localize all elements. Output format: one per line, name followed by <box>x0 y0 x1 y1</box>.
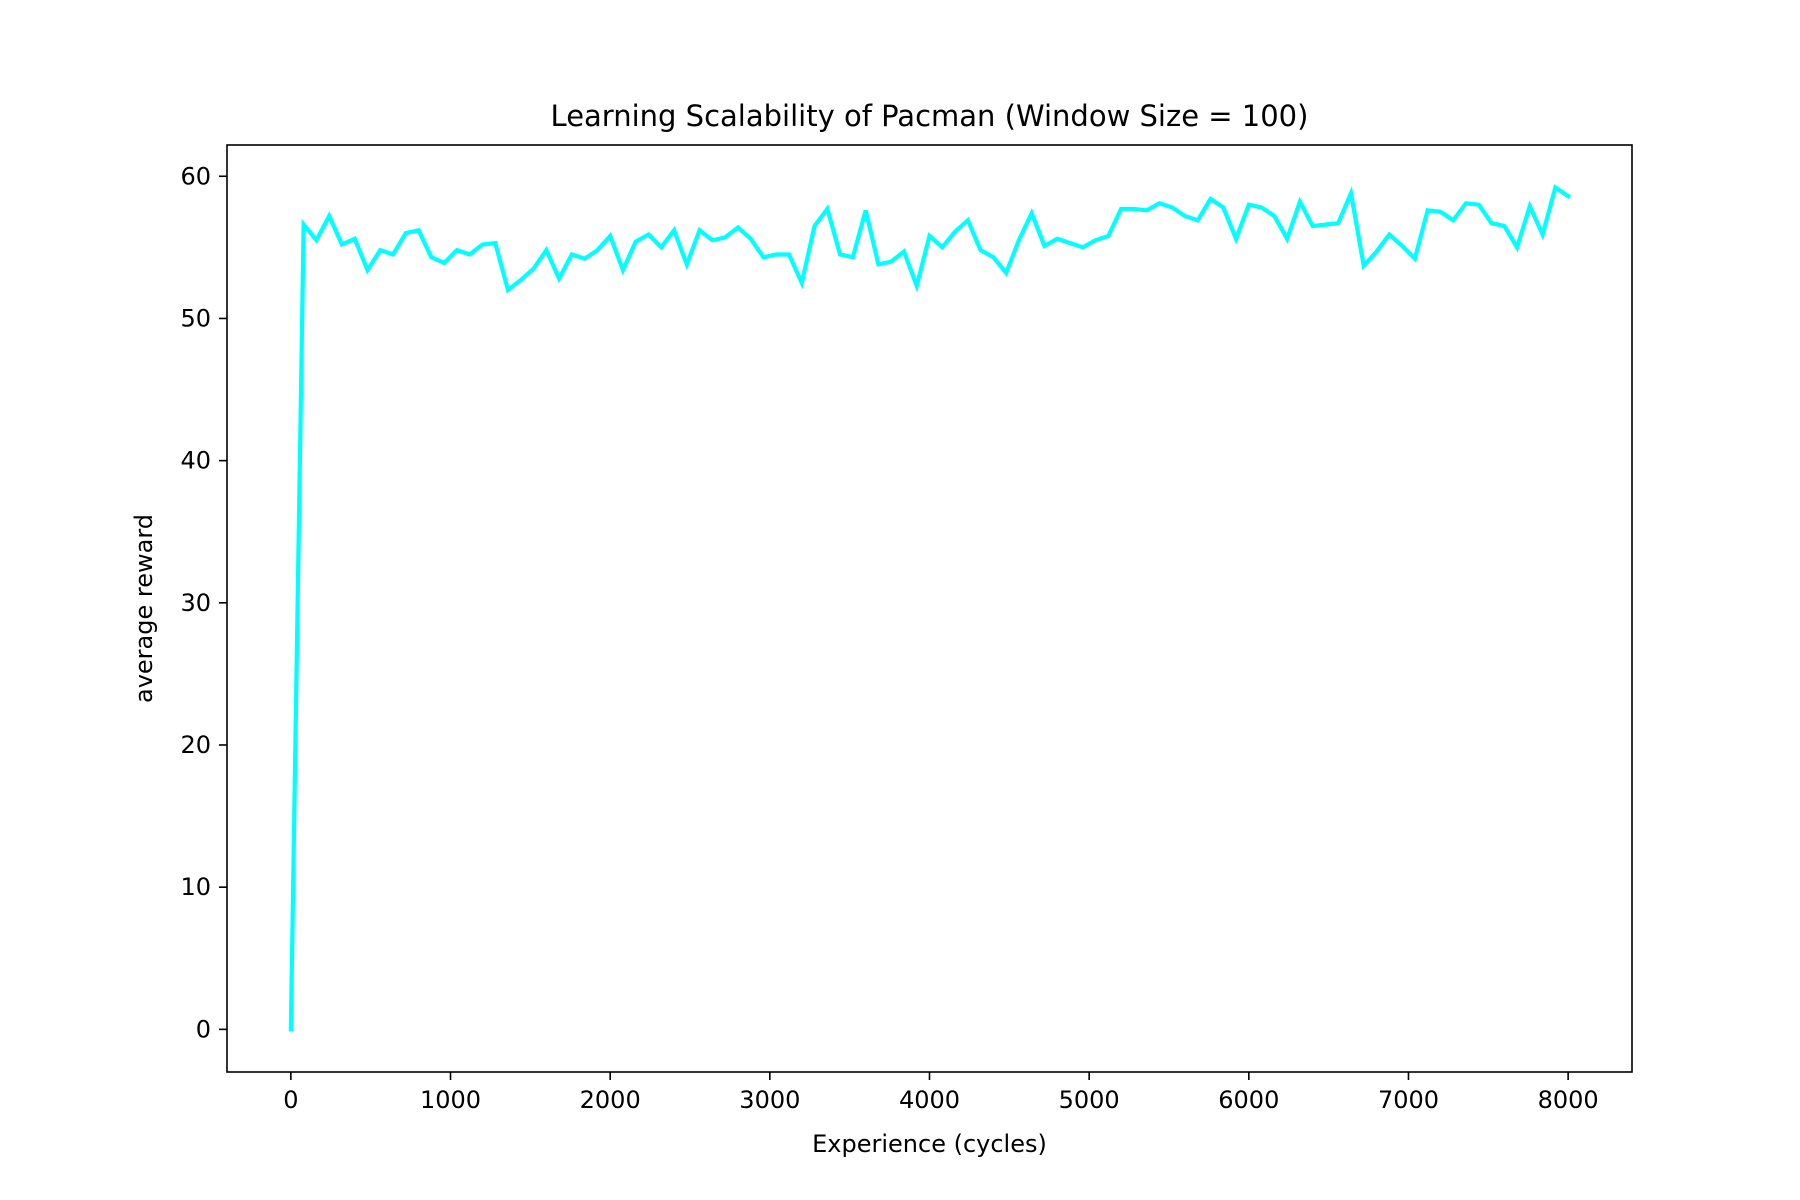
y-tick-label: 30 <box>180 589 211 617</box>
y-tick-label: 40 <box>180 447 211 475</box>
y-tick-label: 20 <box>180 731 211 759</box>
plot-layer <box>288 184 1572 1032</box>
y-tick-label: 60 <box>180 162 211 190</box>
y-tick-label: 10 <box>180 873 211 901</box>
y-axis-label: average reward <box>130 514 158 703</box>
y-tick-label: 0 <box>196 1015 211 1043</box>
x-tick-label: 4000 <box>899 1086 960 1114</box>
chart-title: Learning Scalability of Pacman (Window S… <box>551 99 1309 133</box>
series-line-0 <box>288 184 1572 1032</box>
x-axis-label: Experience (cycles) <box>812 1130 1047 1158</box>
y-tick-label: 50 <box>180 304 211 332</box>
plot-frame <box>226 144 1633 1073</box>
x-tick-label: 1000 <box>420 1086 481 1114</box>
x-tick-label: 3000 <box>739 1086 800 1114</box>
x-tick-label: 7000 <box>1378 1086 1439 1114</box>
ticks-layer: 0 1000 2000 3000 4000 5000 6000 7000 8000 0 10 20 30… <box>180 162 1598 1114</box>
x-tick-label: 5000 <box>1059 1086 1120 1114</box>
x-tick-label: 6000 <box>1218 1086 1279 1114</box>
x-tick-label: 8000 <box>1538 1086 1599 1114</box>
x-tick-label: 2000 <box>580 1086 641 1114</box>
x-tick-label: 0 <box>283 1086 298 1114</box>
